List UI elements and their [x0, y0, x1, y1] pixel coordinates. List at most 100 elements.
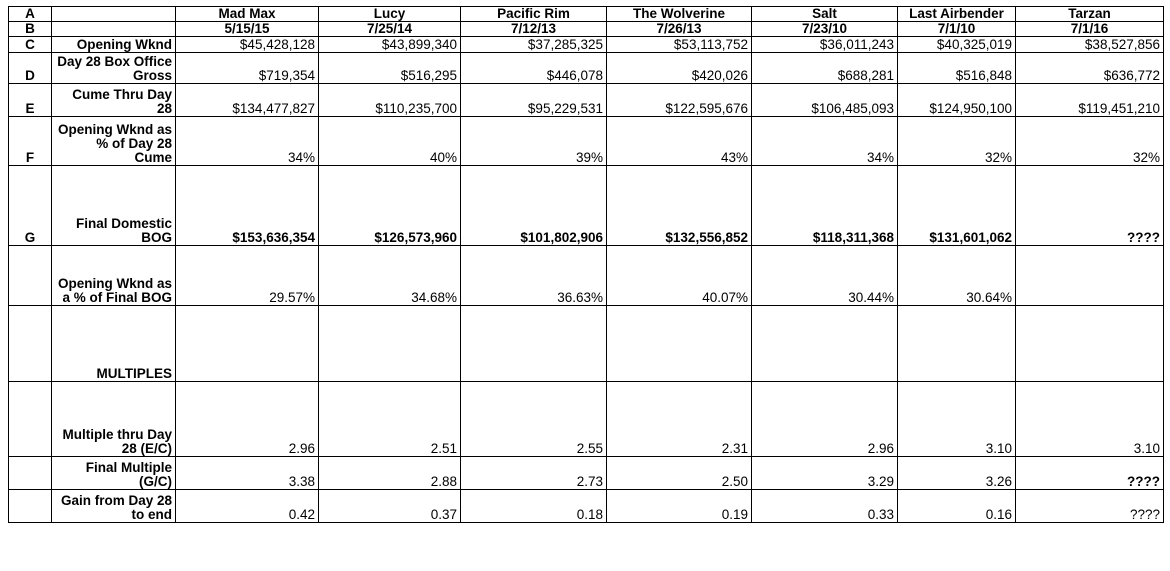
value-cell: [318, 305, 461, 382]
value-cell: $43,899,340: [318, 36, 461, 53]
row-letter: [8, 305, 52, 382]
value-cell: $38,527,856: [1015, 36, 1164, 53]
row-letter: A: [8, 6, 52, 22]
table-row: Opening Wknd as a % of Final BOG 29.57% 34…: [8, 245, 1164, 306]
value-cell: $516,848: [897, 52, 1016, 84]
value-cell: ????: [1015, 165, 1164, 246]
value-cell: 34%: [751, 116, 898, 166]
value-cell: $153,636,354: [175, 165, 319, 246]
value-cell: $40,325,019: [897, 36, 1016, 53]
value-cell: $124,950,100: [897, 83, 1016, 117]
movie-title: Mad Max: [175, 6, 319, 22]
row-label: Opening Wknd: [51, 36, 176, 53]
value-cell: 0.19: [606, 489, 752, 523]
value-cell: $110,235,700: [318, 83, 461, 117]
release-date: 5/15/15: [175, 21, 319, 37]
row-letter: [8, 456, 52, 490]
row-label: Final Domestic BOG: [51, 165, 176, 246]
value-cell: $101,802,906: [460, 165, 607, 246]
value-cell: [175, 305, 319, 382]
value-cell: 0.33: [751, 489, 898, 523]
value-cell: $126,573,960: [318, 165, 461, 246]
value-cell: $420,026: [606, 52, 752, 84]
value-cell: 32%: [897, 116, 1016, 166]
value-cell: 3.29: [751, 456, 898, 490]
value-cell: 36.63%: [460, 245, 607, 306]
release-date: 7/1/10: [897, 21, 1016, 37]
row-label: Final Multiple (G/C): [51, 456, 176, 490]
value-cell: $36,011,243: [751, 36, 898, 53]
value-cell: $688,281: [751, 52, 898, 84]
box-office-table: A Mad Max Lucy Pacific Rim The Wolverine…: [8, 6, 1164, 523]
value-cell: $106,485,093: [751, 83, 898, 117]
row-letter: [8, 245, 52, 306]
table-row: C Opening Wknd $45,428,128 $43,899,340 $37,2…: [8, 36, 1164, 53]
value-cell: 2.96: [175, 381, 319, 457]
title-row: A Mad Max Lucy Pacific Rim The Wolverine…: [8, 6, 1164, 22]
table-row: Multiple thru Day 28 (E/C) 2.96 2.51 2.55 2.…: [8, 381, 1164, 457]
value-cell: $118,311,368: [751, 165, 898, 246]
value-cell: 3.10: [1015, 381, 1164, 457]
movie-title: Tarzan: [1015, 6, 1164, 22]
row-label: Multiple thru Day 28 (E/C): [51, 381, 176, 457]
value-cell: [751, 305, 898, 382]
value-cell: ????: [1015, 456, 1164, 490]
release-date: 7/25/14: [318, 21, 461, 37]
movie-title: Last Airbender: [897, 6, 1016, 22]
value-cell: $134,477,827: [175, 83, 319, 117]
value-cell: 40%: [318, 116, 461, 166]
row-label: Opening Wknd as % of Day 28 Cume: [51, 116, 176, 166]
movie-title: Salt: [751, 6, 898, 22]
value-cell: [1015, 305, 1164, 382]
value-cell: $45,428,128: [175, 36, 319, 53]
value-cell: $95,229,531: [460, 83, 607, 117]
movie-title: Pacific Rim: [460, 6, 607, 22]
value-cell: 0.37: [318, 489, 461, 523]
row-label: Gain from Day 28 to end: [51, 489, 176, 523]
row-letter: C: [8, 36, 52, 53]
movie-title: The Wolverine: [606, 6, 752, 22]
table-row: Final Multiple (G/C) 3.38 2.88 2.73 2.50 3.29…: [8, 456, 1164, 490]
row-label: Opening Wknd as a % of Final BOG: [51, 245, 176, 306]
value-cell: ????: [1015, 489, 1164, 523]
value-cell: $122,595,676: [606, 83, 752, 117]
row-letter: [8, 381, 52, 457]
value-cell: 2.51: [318, 381, 461, 457]
value-cell: 34.68%: [318, 245, 461, 306]
value-cell: 3.10: [897, 381, 1016, 457]
value-cell: 0.42: [175, 489, 319, 523]
movie-title: Lucy: [318, 6, 461, 22]
value-cell: 0.16: [897, 489, 1016, 523]
value-cell: $37,285,325: [460, 36, 607, 53]
value-cell: 3.38: [175, 456, 319, 490]
value-cell: 2.73: [460, 456, 607, 490]
row-letter: G: [8, 165, 52, 246]
row-label: Day 28 Box Office Gross: [51, 52, 176, 84]
value-cell: 3.26: [897, 456, 1016, 490]
value-cell: $119,451,210: [1015, 83, 1164, 117]
value-cell: $719,354: [175, 52, 319, 84]
row-letter: D: [8, 52, 52, 84]
label-cell: [51, 21, 176, 37]
value-cell: 32%: [1015, 116, 1164, 166]
value-cell: 29.57%: [175, 245, 319, 306]
value-cell: $132,556,852: [606, 165, 752, 246]
table-row: D Day 28 Box Office Gross $719,354 $516,295…: [8, 52, 1164, 84]
value-cell: $53,113,752: [606, 36, 752, 53]
value-cell: $636,772: [1015, 52, 1164, 84]
value-cell: [1015, 245, 1164, 306]
release-date: 7/12/13: [460, 21, 607, 37]
table-row: Gain from Day 28 to end 0.42 0.37 0.18 0.19 0…: [8, 489, 1164, 523]
label-cell: [51, 6, 176, 22]
value-cell: 2.96: [751, 381, 898, 457]
value-cell: 30.44%: [751, 245, 898, 306]
row-label: Cume Thru Day 28: [51, 83, 176, 117]
value-cell: 2.50: [606, 456, 752, 490]
row-letter: [8, 489, 52, 523]
value-cell: [460, 305, 607, 382]
value-cell: 40.07%: [606, 245, 752, 306]
value-cell: 43%: [606, 116, 752, 166]
value-cell: 39%: [460, 116, 607, 166]
value-cell: 2.55: [460, 381, 607, 457]
value-cell: 30.64%: [897, 245, 1016, 306]
